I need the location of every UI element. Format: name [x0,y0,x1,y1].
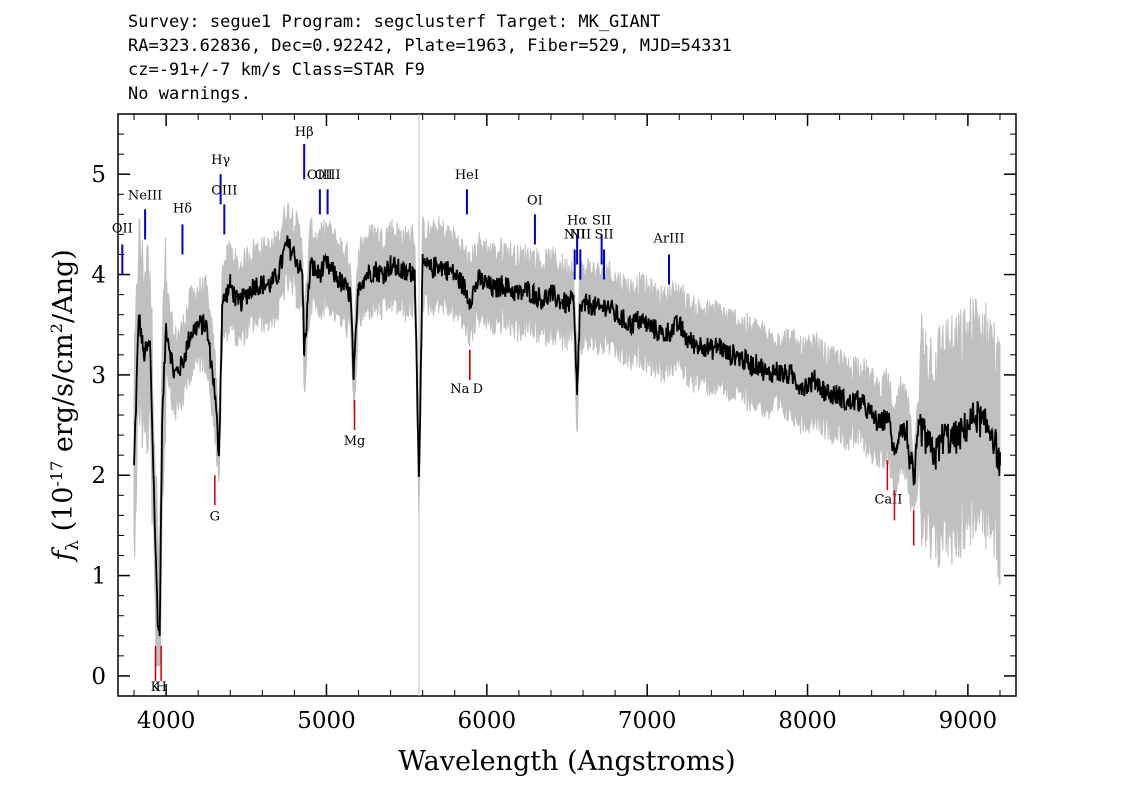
x-tick-label: 6000 [458,708,517,734]
y-tick-label: 5 [91,162,106,188]
emission-line-label: NII [569,227,591,242]
emission-line-label: ArIII [652,231,684,246]
x-tick-label: 7000 [618,708,677,734]
emission-line-label: OI [527,193,543,208]
error-band [133,202,1001,667]
x-tick-label: 8000 [778,708,837,734]
y-axis-title: fλ (10-17 erg/s/cm2/Ang) [47,249,83,563]
y-tick-label: 4 [91,263,106,289]
absorption-line-label: D [473,382,483,397]
emission-line-label: Hδ [173,201,192,216]
flux-line [133,235,1001,637]
flux-series [133,235,1001,637]
absorption-line-label: G [210,509,220,524]
error-band-area [133,202,1001,667]
y-tick-label: 3 [91,363,106,389]
emission-line-label: OIII [211,183,237,198]
y-tick-label: 1 [91,564,106,590]
emission-line-label: NeIII [128,188,162,203]
emission-line-label: OII [112,221,133,236]
absorption-line-label: Mg [344,434,366,449]
header-survey-line: Survey: segue1 Program: segclusterf Targ… [128,12,661,32]
absorption-line-label: H [155,680,166,695]
plot-frame [117,113,1017,697]
axis-ticks: 4000 5000 6000 7000 8000 9000 0 1 2 3 4 5 [91,114,1016,734]
emission-line-label: OIII [307,168,333,183]
absorption-line-label: CaII [874,492,902,507]
emission-line-label: SII [592,213,611,228]
header-warnings-line: No warnings. [128,84,251,104]
spectrum-header: Survey: segue1 Program: segclusterf Targ… [128,10,732,106]
emission-line-label: SII [594,227,613,242]
x-tick-label: 5000 [297,708,356,734]
header-redshift-line: cz=-91+/-7 km/s Class=STAR F9 [128,60,425,80]
emission-line-label: Hα [567,213,587,228]
emission-line-label: Hβ [295,125,314,140]
x-axis-title: Wavelength (Angstroms) [398,746,735,777]
absorption-line-label: Na [450,382,469,397]
header-coordinates-line: RA=323.62836, Dec=0.92242, Plate=1963, F… [128,36,732,56]
emission-line-label: OIII [315,168,341,183]
absorption-line-label: K [151,680,161,695]
emission-line-label: Hγ [211,153,230,168]
x-tick-label: 4000 [137,708,196,734]
emission-line-label: NII [564,227,586,242]
y-tick-label: 0 [91,664,106,690]
emission-line-label: HeI [455,168,479,183]
y-tick-label: 2 [91,463,106,489]
x-tick-label: 9000 [939,708,998,734]
